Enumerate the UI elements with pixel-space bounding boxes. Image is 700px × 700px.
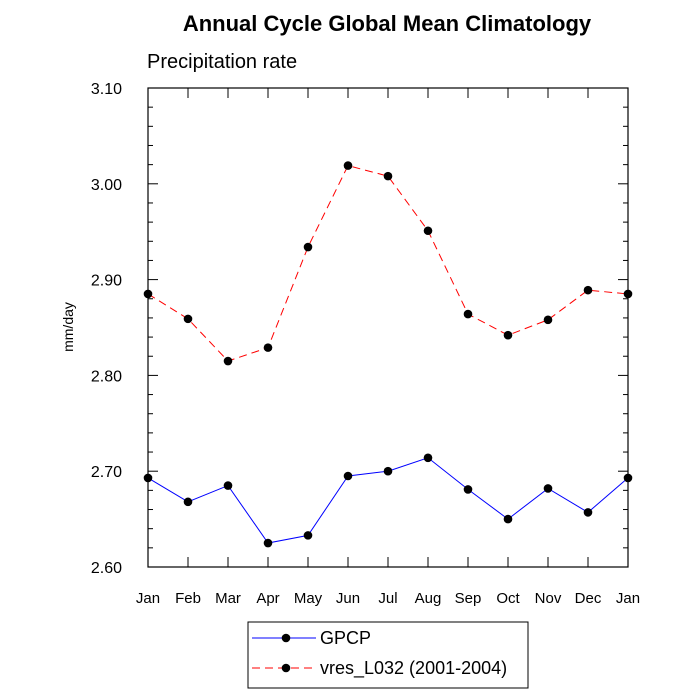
x-tick-label: Aug bbox=[415, 590, 442, 607]
y-tick-label: 2.80 bbox=[91, 368, 122, 385]
data-point bbox=[623, 473, 633, 483]
data-point bbox=[383, 466, 393, 476]
y-axis-label: mm/day bbox=[60, 302, 76, 352]
plot-frame bbox=[147, 87, 629, 568]
data-point bbox=[183, 497, 193, 507]
series-line-vres bbox=[147, 165, 629, 362]
data-point bbox=[583, 285, 593, 295]
x-tick-label: Feb bbox=[175, 590, 201, 607]
data-point bbox=[583, 508, 593, 517]
data-point bbox=[423, 226, 433, 236]
legend-box bbox=[247, 621, 529, 689]
legend-label: vres_L032 (2001-2004) bbox=[320, 658, 507, 679]
data-point bbox=[223, 481, 233, 490]
data-point bbox=[303, 242, 313, 252]
chart-title: Annual Cycle Global Mean Climatology bbox=[183, 11, 592, 36]
x-tick-label: Sep bbox=[455, 590, 482, 607]
data-point bbox=[623, 289, 633, 299]
y-tick-label: 3.00 bbox=[91, 177, 122, 194]
y-tick-label: 2.60 bbox=[91, 560, 122, 577]
data-point bbox=[503, 330, 513, 340]
data-point bbox=[543, 484, 553, 493]
x-tick-label: Dec bbox=[575, 590, 602, 607]
y-tick-label: 3.10 bbox=[91, 81, 122, 98]
x-tick-label: Nov bbox=[535, 590, 562, 607]
legend-marker bbox=[281, 633, 291, 643]
x-tick-label: Jul bbox=[378, 590, 397, 607]
y-tick-label: 2.70 bbox=[91, 464, 122, 481]
x-tick-label: Mar bbox=[215, 590, 241, 607]
x-tick-label: May bbox=[294, 590, 323, 607]
data-point bbox=[343, 471, 353, 481]
data-point bbox=[263, 343, 273, 352]
data-point bbox=[183, 314, 193, 324]
x-tick-label: Jun bbox=[336, 590, 360, 607]
legend-marker bbox=[281, 663, 291, 673]
data-point bbox=[303, 531, 313, 540]
data-point bbox=[383, 171, 393, 181]
data-point bbox=[263, 538, 273, 548]
data-point bbox=[143, 473, 153, 483]
data-point bbox=[463, 485, 473, 494]
x-tick-label: Apr bbox=[256, 590, 279, 607]
data-point bbox=[343, 161, 353, 170]
chart-subtitle: Precipitation rate bbox=[147, 51, 297, 73]
plot-area: 2.60 2.70 2.80 2.90 3.00 3.10 Jan Feb Mar Apr May J… bbox=[91, 81, 640, 607]
x-tick-label: Oct bbox=[496, 590, 520, 607]
data-point bbox=[223, 356, 233, 366]
data-point bbox=[463, 309, 473, 319]
y-tick-label: 2.90 bbox=[91, 273, 122, 290]
data-point bbox=[143, 289, 153, 299]
data-point bbox=[423, 453, 433, 463]
legend-label: GPCP bbox=[320, 628, 371, 648]
data-point bbox=[543, 315, 553, 325]
x-tick-label: Jan bbox=[136, 590, 160, 607]
x-tick-label: Jan bbox=[616, 590, 640, 607]
data-point bbox=[503, 514, 513, 524]
legend: GPCP vres_L032 (2001-2004) bbox=[247, 621, 529, 689]
